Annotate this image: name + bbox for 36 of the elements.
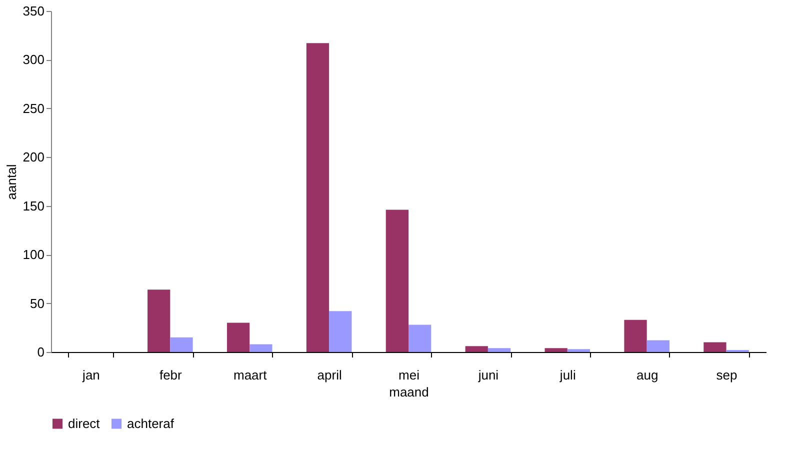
x-axis-title: maand <box>389 384 429 400</box>
bar <box>148 290 170 352</box>
bar <box>386 210 408 352</box>
bar <box>567 349 590 352</box>
x-tick-label: maart <box>233 368 268 382</box>
y-axis-title: aantal <box>4 164 19 200</box>
bar <box>329 311 352 352</box>
bar <box>704 342 726 352</box>
legend-label: achteraf <box>127 416 174 431</box>
x-tick-label: mei <box>398 368 420 382</box>
x-tick-label: april <box>317 368 342 382</box>
bar <box>408 324 432 352</box>
bar <box>646 340 670 352</box>
bar <box>226 322 250 352</box>
y-tick-label: 50 <box>30 296 44 311</box>
bar <box>306 43 330 352</box>
bar <box>465 346 488 352</box>
bar <box>170 337 193 352</box>
bar <box>624 320 647 352</box>
y-tick-label: 300 <box>22 52 44 68</box>
x-tick-label: juni <box>477 368 499 382</box>
bar <box>544 348 568 352</box>
y-tick-label: 150 <box>22 198 44 214</box>
x-tick-label: jan <box>82 368 100 382</box>
bar <box>250 344 272 352</box>
x-tick-label: aug <box>636 368 658 382</box>
y-tick-label: 350 <box>22 4 44 18</box>
y-tick-label: 0 <box>37 344 44 360</box>
y-tick-label: 200 <box>22 150 44 165</box>
legend-label: direct <box>68 416 100 431</box>
y-tick-label: 100 <box>22 247 44 262</box>
x-tick-label: sep <box>716 368 738 382</box>
bar <box>488 348 511 352</box>
y-tick-label: 250 <box>22 100 44 116</box>
x-tick-label: febr <box>159 368 183 382</box>
x-tick-label: juli <box>558 368 576 382</box>
